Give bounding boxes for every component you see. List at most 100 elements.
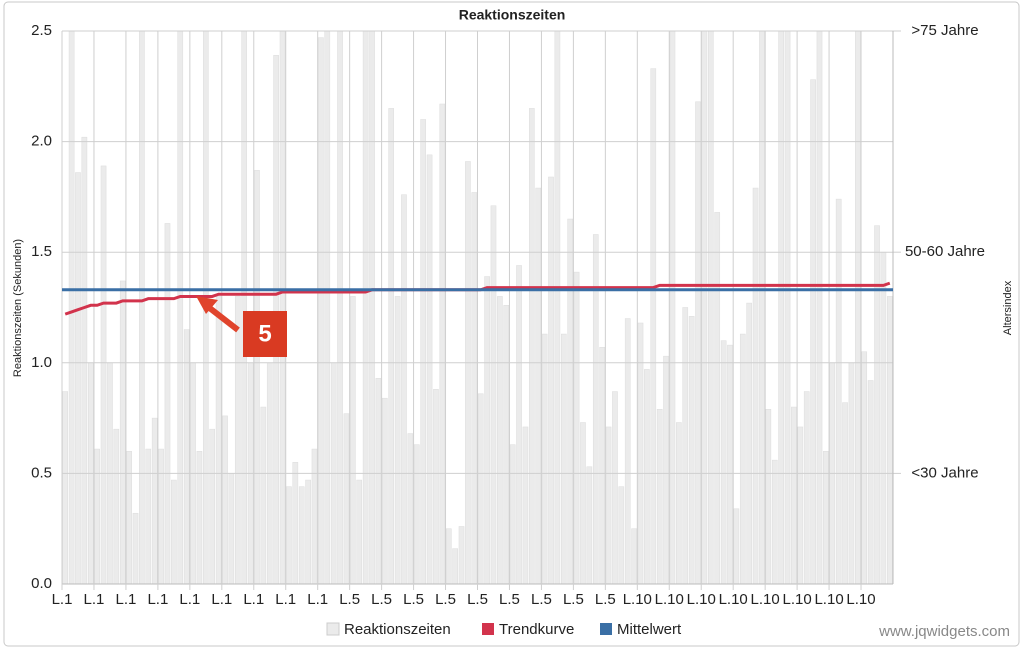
bar <box>222 415 228 585</box>
bar <box>477 393 484 585</box>
annotation-box <box>243 311 287 357</box>
bar <box>228 473 235 585</box>
bar <box>861 351 868 585</box>
bar <box>752 187 759 585</box>
bar <box>733 508 740 585</box>
x-tick-label: L.10 <box>687 591 716 608</box>
bar <box>113 428 120 585</box>
bar <box>119 280 126 585</box>
x-tick-label: L.10 <box>814 591 843 608</box>
y-tick-label: 0.0 <box>31 575 52 592</box>
bar <box>158 448 164 585</box>
annotation-arrow <box>205 303 240 333</box>
bar <box>682 307 689 585</box>
bar <box>350 296 356 585</box>
bar <box>337 30 343 585</box>
y-tick-label: 0.5 <box>31 464 52 481</box>
bar <box>279 30 286 585</box>
bar <box>75 172 81 585</box>
legend-swatch <box>326 622 340 636</box>
bar <box>509 444 516 585</box>
bar <box>522 426 529 585</box>
bar <box>375 378 382 585</box>
bar <box>151 417 158 585</box>
bar <box>759 30 765 585</box>
bar <box>746 302 752 585</box>
bar <box>701 30 708 585</box>
bar <box>663 355 669 585</box>
x-tick-label: L.10 <box>783 591 812 608</box>
bar <box>394 296 401 585</box>
x-tick-label: L.1 <box>275 591 296 608</box>
y-tick-label: 1.5 <box>31 243 52 260</box>
bar <box>567 218 573 585</box>
y2-tick-label: <30 Jahre <box>911 464 978 481</box>
chart-title: Reaktionszeiten <box>459 7 566 23</box>
bar <box>234 296 241 585</box>
bar <box>196 451 203 585</box>
bar <box>126 451 132 585</box>
bar <box>612 391 618 585</box>
bar <box>765 409 772 585</box>
bar <box>68 30 75 585</box>
bar <box>426 154 433 585</box>
bar <box>369 30 375 585</box>
bar <box>650 68 657 585</box>
bar <box>343 413 350 585</box>
bar <box>62 391 69 585</box>
bar <box>503 305 510 585</box>
bar <box>458 526 465 585</box>
bar <box>656 409 663 585</box>
bar <box>618 486 625 585</box>
bar <box>644 369 650 585</box>
bar <box>874 225 880 585</box>
bar <box>516 265 522 585</box>
bar <box>356 479 363 585</box>
bar <box>708 30 714 585</box>
bar <box>886 296 893 585</box>
x-tick-label: L.1 <box>115 591 136 608</box>
bar <box>420 119 426 585</box>
bar <box>382 397 388 585</box>
bar <box>445 528 452 585</box>
bar <box>535 187 542 585</box>
bar <box>413 444 420 585</box>
bar <box>803 391 810 585</box>
bar <box>560 333 567 585</box>
bar <box>669 30 676 585</box>
bar <box>490 205 497 585</box>
bar <box>139 30 145 585</box>
bar <box>529 108 535 585</box>
bar <box>433 389 439 585</box>
bar <box>816 30 823 585</box>
legend-label: Reaktionszeiten <box>344 621 451 638</box>
lines <box>62 281 893 316</box>
bar <box>465 161 471 585</box>
bar <box>471 192 478 585</box>
grid <box>61 30 901 590</box>
bar <box>580 422 586 585</box>
bar <box>541 333 548 585</box>
bar <box>484 276 490 585</box>
bar <box>145 448 152 585</box>
bar <box>637 322 644 585</box>
annotation: 5 <box>196 296 287 357</box>
x-tick-label: L.5 <box>435 591 456 608</box>
bar <box>311 448 318 585</box>
x-tick-label: L.1 <box>147 591 168 608</box>
x-tick-label: L.1 <box>52 591 73 608</box>
bar <box>183 329 190 585</box>
x-tick-label: L.5 <box>371 591 392 608</box>
bar <box>823 451 829 585</box>
bar <box>241 30 247 585</box>
x-tick-label: L.5 <box>499 591 520 608</box>
labels: 0.0 0.5 1.0 1.5 2.0 2.5 <30 Jahre 50-60 Jahre >7… <box>31 22 985 638</box>
bar <box>867 380 874 585</box>
x-tick-label: L.5 <box>467 591 488 608</box>
y-axis-title: Reaktionszeiten (Sekunden) <box>12 239 24 377</box>
bar <box>720 340 727 585</box>
bar <box>177 30 184 585</box>
annotation-label: 5 <box>258 320 271 347</box>
legend-swatch <box>482 623 494 635</box>
legend-label: Trendkurve <box>499 621 574 638</box>
